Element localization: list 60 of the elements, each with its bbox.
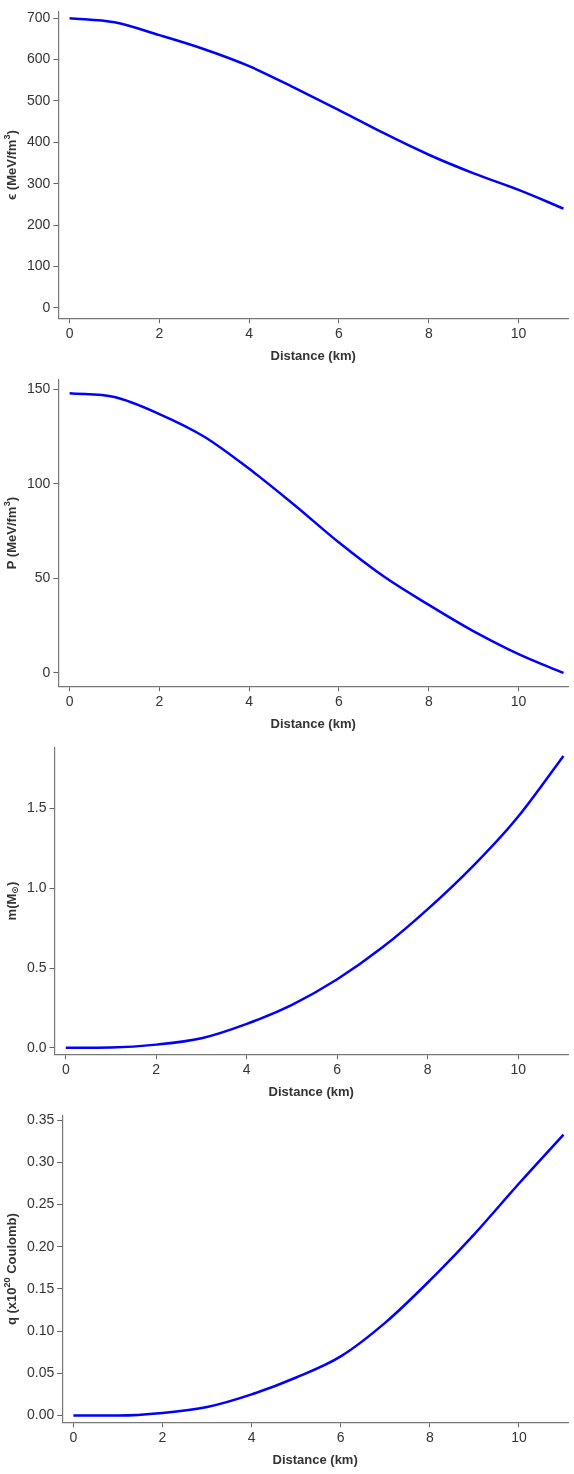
- y-tick-label: 0.10: [27, 1321, 55, 1338]
- x-tick-label: 8: [423, 1061, 432, 1078]
- y-tick-label: 0.20: [27, 1237, 55, 1254]
- x-tick-label: 0: [69, 1429, 78, 1446]
- y-tick-label: 400: [27, 133, 51, 150]
- x-tick-label: 4: [245, 693, 254, 710]
- y-tick-label: 0.05: [27, 1364, 55, 1381]
- x-axis-title: Distance (km): [270, 715, 356, 731]
- y-tick-label: 150: [27, 380, 51, 397]
- line-series: [68, 391, 565, 675]
- y-axis-title: ϵ (MeV/fm3): [1, 130, 19, 200]
- x-tick-label: 4: [247, 1429, 256, 1446]
- y-tick-label: 1.0: [26, 879, 47, 896]
- x-tick-label: 6: [336, 1429, 345, 1446]
- y-tick-label: 0.00: [27, 1406, 55, 1423]
- y-axis-title: q (x1020 Coulomb): [1, 1213, 19, 1326]
- x-tick-label: 10: [510, 693, 527, 710]
- y-axis-title: P (MeV/fm3): [1, 496, 19, 570]
- x-tick-label: 8: [424, 693, 433, 710]
- y-tick-label: 0.15: [27, 1279, 55, 1296]
- x-tick-label: 0: [65, 693, 74, 710]
- y-tick-label: 300: [27, 174, 51, 191]
- y-tick-label: 0: [42, 663, 51, 680]
- x-tick-label: 2: [155, 325, 164, 342]
- y-axis-title: m(M⊙): [3, 881, 21, 921]
- y-tick-label: 700: [27, 9, 51, 26]
- line-series: [72, 1133, 565, 1417]
- x-tick-label: 0: [65, 325, 74, 342]
- y-tick-label: 0.5: [26, 958, 47, 975]
- y-tick-label: 100: [27, 474, 51, 491]
- x-tick-label: 4: [242, 1061, 251, 1078]
- line-series: [64, 754, 565, 1050]
- x-tick-label: 2: [152, 1061, 161, 1078]
- y-tick-label: 500: [27, 91, 51, 108]
- y-tick-label: 50: [34, 569, 51, 586]
- x-axis-title: Distance (km): [270, 347, 356, 363]
- y-tick-label: 0: [42, 298, 51, 315]
- x-tick-label: 6: [335, 325, 344, 342]
- y-tick-label: 0.35: [27, 1111, 55, 1128]
- x-tick-label: 10: [510, 325, 527, 342]
- y-tick-label: 100: [27, 257, 51, 274]
- y-tick-label: 0.30: [27, 1153, 55, 1170]
- y-tick-label: 200: [27, 215, 51, 232]
- x-tick-label: 8: [424, 325, 433, 342]
- y-tick-label: 600: [27, 50, 51, 67]
- x-axis-title: Distance (km): [268, 1083, 354, 1099]
- x-tick-label: 6: [333, 1061, 342, 1078]
- x-tick-label: 8: [425, 1429, 434, 1446]
- x-tick-label: 2: [158, 1429, 167, 1446]
- x-tick-label: 6: [335, 693, 344, 710]
- y-tick-label: 0.25: [27, 1195, 55, 1212]
- x-tick-label: 4: [245, 325, 254, 342]
- x-tick-label: 2: [155, 693, 164, 710]
- x-axis-title: Distance (km): [272, 1451, 358, 1467]
- x-tick-label: 10: [510, 1061, 527, 1078]
- x-tick-label: 10: [511, 1429, 527, 1446]
- y-tick-label: 1.5: [26, 799, 47, 816]
- line-series: [68, 16, 565, 210]
- y-tick-label: 0.0: [26, 1038, 47, 1055]
- x-tick-label: 0: [61, 1061, 70, 1078]
